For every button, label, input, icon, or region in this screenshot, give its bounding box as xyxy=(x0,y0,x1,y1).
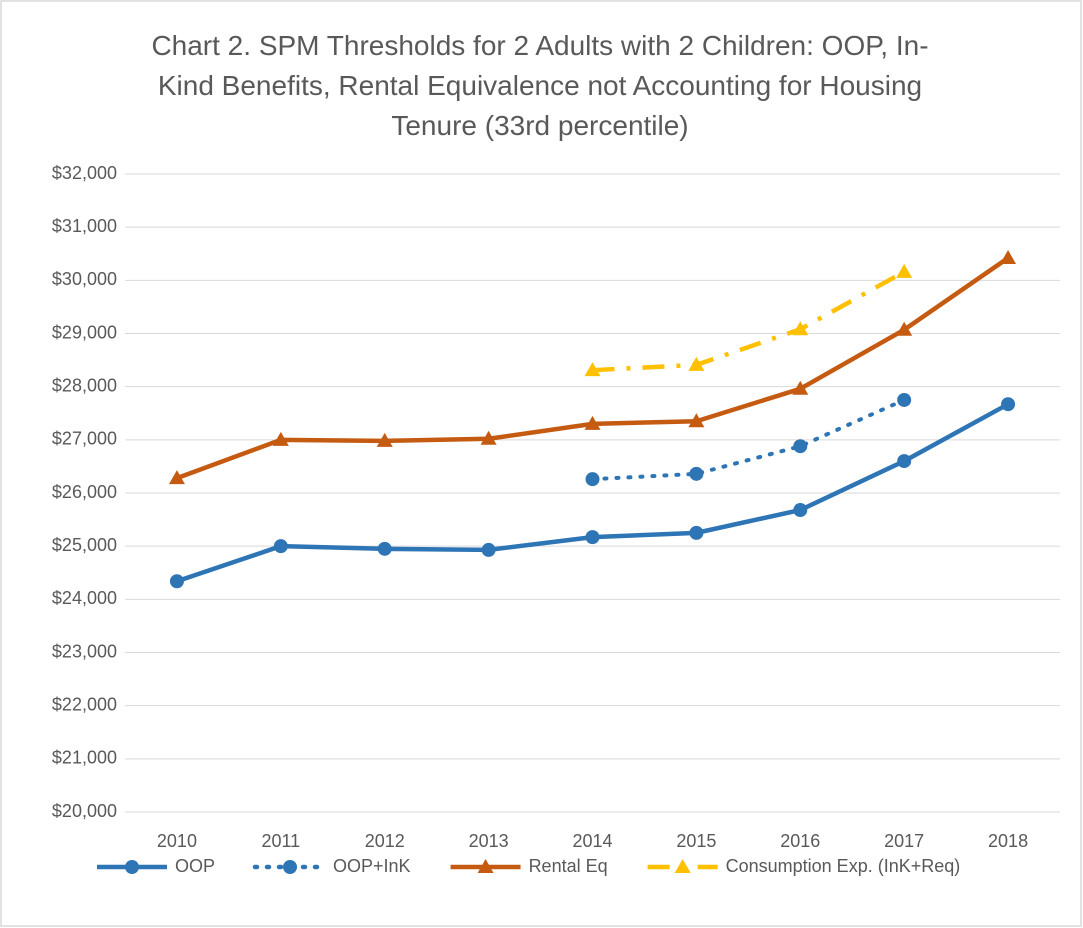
marker xyxy=(897,392,912,407)
y-tick-label: $25,000 xyxy=(52,535,117,555)
y-tick-label: $32,000 xyxy=(52,163,117,183)
x-tick-label: 2016 xyxy=(780,831,820,851)
marker xyxy=(273,539,288,554)
x-tick-label: 2017 xyxy=(884,831,924,851)
legend-label: OOP+InK xyxy=(333,856,411,876)
marker xyxy=(481,542,496,557)
marker xyxy=(792,380,809,395)
x-tick-label: 2013 xyxy=(469,831,509,851)
marker xyxy=(168,470,185,485)
chart-title: Chart 2. SPM Thresholds for 2 Adults wit… xyxy=(151,30,929,141)
marker xyxy=(272,431,289,446)
marker xyxy=(169,574,184,589)
y-tick-label: $26,000 xyxy=(52,482,117,502)
y-tick-label: $30,000 xyxy=(52,269,117,289)
y-tick-label: $23,000 xyxy=(52,641,117,661)
marker xyxy=(584,415,601,430)
legend-label: OOP xyxy=(175,856,215,876)
marker xyxy=(896,263,913,278)
marker xyxy=(897,454,912,469)
marker xyxy=(1001,397,1016,412)
y-tick-label: $31,000 xyxy=(52,216,117,236)
y-tick-label: $27,000 xyxy=(52,429,117,449)
marker xyxy=(376,432,393,447)
y-tick-label: $24,000 xyxy=(52,588,117,608)
marker xyxy=(688,413,705,428)
marker xyxy=(793,503,808,518)
marker xyxy=(584,362,601,377)
y-tick-label: $29,000 xyxy=(52,322,117,342)
legend-marker xyxy=(477,859,494,873)
series-line xyxy=(592,269,906,373)
x-tick-label: 2018 xyxy=(988,831,1028,851)
marker xyxy=(793,439,808,454)
marker xyxy=(480,430,497,445)
legend-marker xyxy=(125,860,139,874)
legend-label: Consumption Exp. (InK+Req) xyxy=(726,856,961,876)
marker xyxy=(792,321,809,336)
y-tick-label: $28,000 xyxy=(52,375,117,395)
series-line xyxy=(590,397,907,482)
legend-label: Rental Eq xyxy=(529,856,608,876)
marker xyxy=(688,356,705,371)
x-tick-label: 2015 xyxy=(676,831,716,851)
y-tick-label: $21,000 xyxy=(52,748,117,768)
y-tick-label: $22,000 xyxy=(52,694,117,714)
legend-marker xyxy=(674,859,691,873)
marker xyxy=(689,525,704,540)
marker xyxy=(689,466,704,481)
marker xyxy=(377,541,392,556)
marker xyxy=(1000,250,1017,265)
legend-marker xyxy=(283,860,298,874)
x-tick-label: 2011 xyxy=(261,831,300,851)
marker xyxy=(585,530,600,545)
x-tick-label: 2014 xyxy=(572,831,612,851)
x-tick-label: 2010 xyxy=(157,831,197,851)
marker xyxy=(585,472,600,487)
x-tick-label: 2012 xyxy=(365,831,405,851)
marker xyxy=(896,321,913,336)
y-tick-label: $20,000 xyxy=(52,801,117,821)
